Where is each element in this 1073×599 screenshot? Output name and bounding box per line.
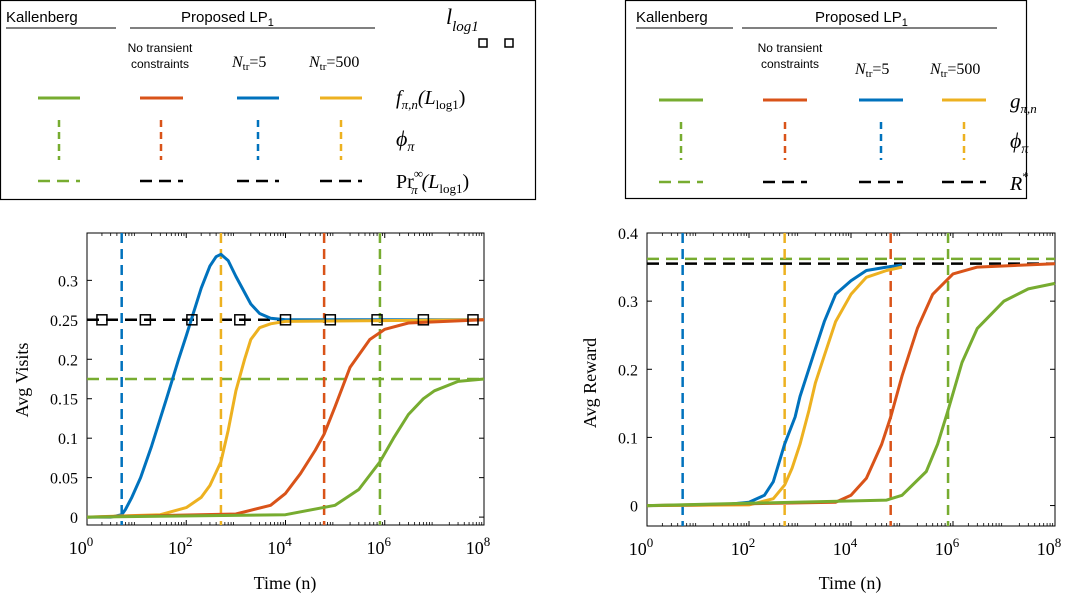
- legend-left-marker-square: [504, 38, 514, 48]
- y-tick-label: 0.2: [618, 362, 638, 379]
- vlines-left: [120, 233, 382, 525]
- plot-area-right: [646, 232, 1056, 527]
- y-tick-label: 0.05: [50, 471, 78, 488]
- legend-left-frame: [0, 0, 537, 201]
- square-marker: [371, 314, 383, 326]
- legend-right-row-label-g: gπ,n: [1010, 89, 1037, 116]
- x-tick-label: 104: [833, 535, 858, 559]
- y-tick-label: 0.1: [618, 430, 638, 447]
- y-tick-label: 0.15: [50, 392, 78, 409]
- legend-left-marker-square: [478, 38, 488, 48]
- legend-right-header-kallenberg: Kallenberg: [636, 9, 708, 26]
- square-marker: [139, 314, 152, 326]
- legend-right-header-proposed: Proposed LP1: [815, 9, 908, 29]
- x-tick-label: 108: [466, 534, 491, 558]
- xlabel-left: Time (n): [254, 573, 317, 594]
- legend-left-row-label-phi: ϕπ: [396, 126, 415, 155]
- series-line-kallenberg: [86, 377, 485, 519]
- chart-avg-reward: 100 102 104 106 108 0 0.1 0.2 0.3 0.4 Time (n) Av…: [580, 226, 1061, 594]
- legend-left-row-label-pr: Pr∞ π (Llog1): [396, 166, 469, 197]
- x-tick-label: 106: [367, 534, 392, 558]
- markers-left: [96, 314, 479, 326]
- legend-left-header-ntr5: Ntr=5: [231, 54, 266, 73]
- legend-right-header-ntr5: Ntr=5: [854, 61, 889, 80]
- square-marker: [234, 314, 246, 326]
- y-tick-label: 0.1: [58, 431, 78, 448]
- series-line-no_transient: [86, 318, 485, 519]
- legend-right-header-no-transient-wrap: No transient constraints: [757, 41, 823, 71]
- series-line-no_transient: [646, 262, 1056, 508]
- x-tick-label: 100: [69, 534, 94, 558]
- vlines-right: [681, 233, 950, 526]
- x-tick-label: 104: [267, 534, 292, 558]
- x-tick-label: 102: [168, 534, 193, 558]
- series-line-ntr500: [86, 318, 485, 519]
- square-marker: [96, 314, 108, 326]
- y-tick-label: 0.4: [618, 226, 638, 243]
- square-marker: [417, 314, 430, 326]
- series-line-ntr5: [646, 263, 903, 508]
- y-tick-label: 0.25: [50, 313, 78, 330]
- legend-left-header-ntr500: Ntr=500: [308, 54, 359, 73]
- square-marker: [324, 314, 337, 326]
- y-tick-label: 0: [70, 510, 78, 527]
- series-line-kallenberg: [646, 281, 1056, 508]
- legend-left-header-no-transient-wrap: No transient constraints: [127, 41, 193, 71]
- legend-right-row-label-r: R*: [1009, 169, 1029, 195]
- y-tick-label: 0.2: [58, 352, 78, 369]
- y-tick-label: 0.3: [58, 273, 78, 290]
- legend-right-header-no-transient: No transient constraints: [757, 41, 823, 71]
- chart-avg-visits: 100 102 104 106 108 0 0.05 0.1 0.15 0.2 0.25 0.3 Ti…: [12, 232, 490, 594]
- legend-left-header-kallenberg: Kallenberg: [6, 9, 78, 26]
- y-tick-label: 0: [630, 499, 638, 516]
- hlines-right: [647, 257, 1055, 265]
- y-tick-label: 0.3: [618, 294, 638, 311]
- square-marker: [186, 314, 198, 326]
- square-marker: [279, 314, 292, 326]
- series-right: [646, 262, 1056, 508]
- series-line-ntr5: [87, 252, 484, 519]
- x-tick-label: 108: [1037, 535, 1062, 559]
- legend-left-header-proposed: Proposed LP1: [181, 9, 274, 29]
- legend-left-row-label-f: fπ,n(Llog1): [396, 87, 465, 112]
- legend-left-header-no-transient: No transient constraints: [127, 41, 193, 71]
- square-marker: [467, 314, 479, 326]
- ylabel-right: Avg Reward: [580, 338, 600, 428]
- x-tick-label: 106: [935, 535, 960, 559]
- legend-left: Kallenberg Proposed LP1 llog1 No transie…: [0, 0, 537, 201]
- series-left: [86, 252, 485, 519]
- legend-right-row-label-phi: ϕπ: [1010, 128, 1029, 157]
- x-tick-label: 102: [731, 535, 756, 559]
- ticks-left: 100 102 104 106 108 0 0.05 0.1 0.15 0.2 0.25 0.3: [50, 233, 490, 558]
- ticks-right: 100 102 104 106 108 0 0.1 0.2 0.3 0.4: [618, 226, 1061, 559]
- xlabel-right: Time (n): [819, 573, 882, 594]
- legend-right-header-ntr500: Ntr=500: [929, 61, 980, 80]
- x-tick-label: 100: [629, 535, 654, 559]
- ylabel-left: Avg Visits: [12, 343, 32, 418]
- legend-right: Kallenberg Proposed LP1 No transient con…: [624, 0, 1037, 200]
- series-line-ntr500: [646, 265, 903, 508]
- legend-left-marker-label: llog1: [446, 4, 479, 35]
